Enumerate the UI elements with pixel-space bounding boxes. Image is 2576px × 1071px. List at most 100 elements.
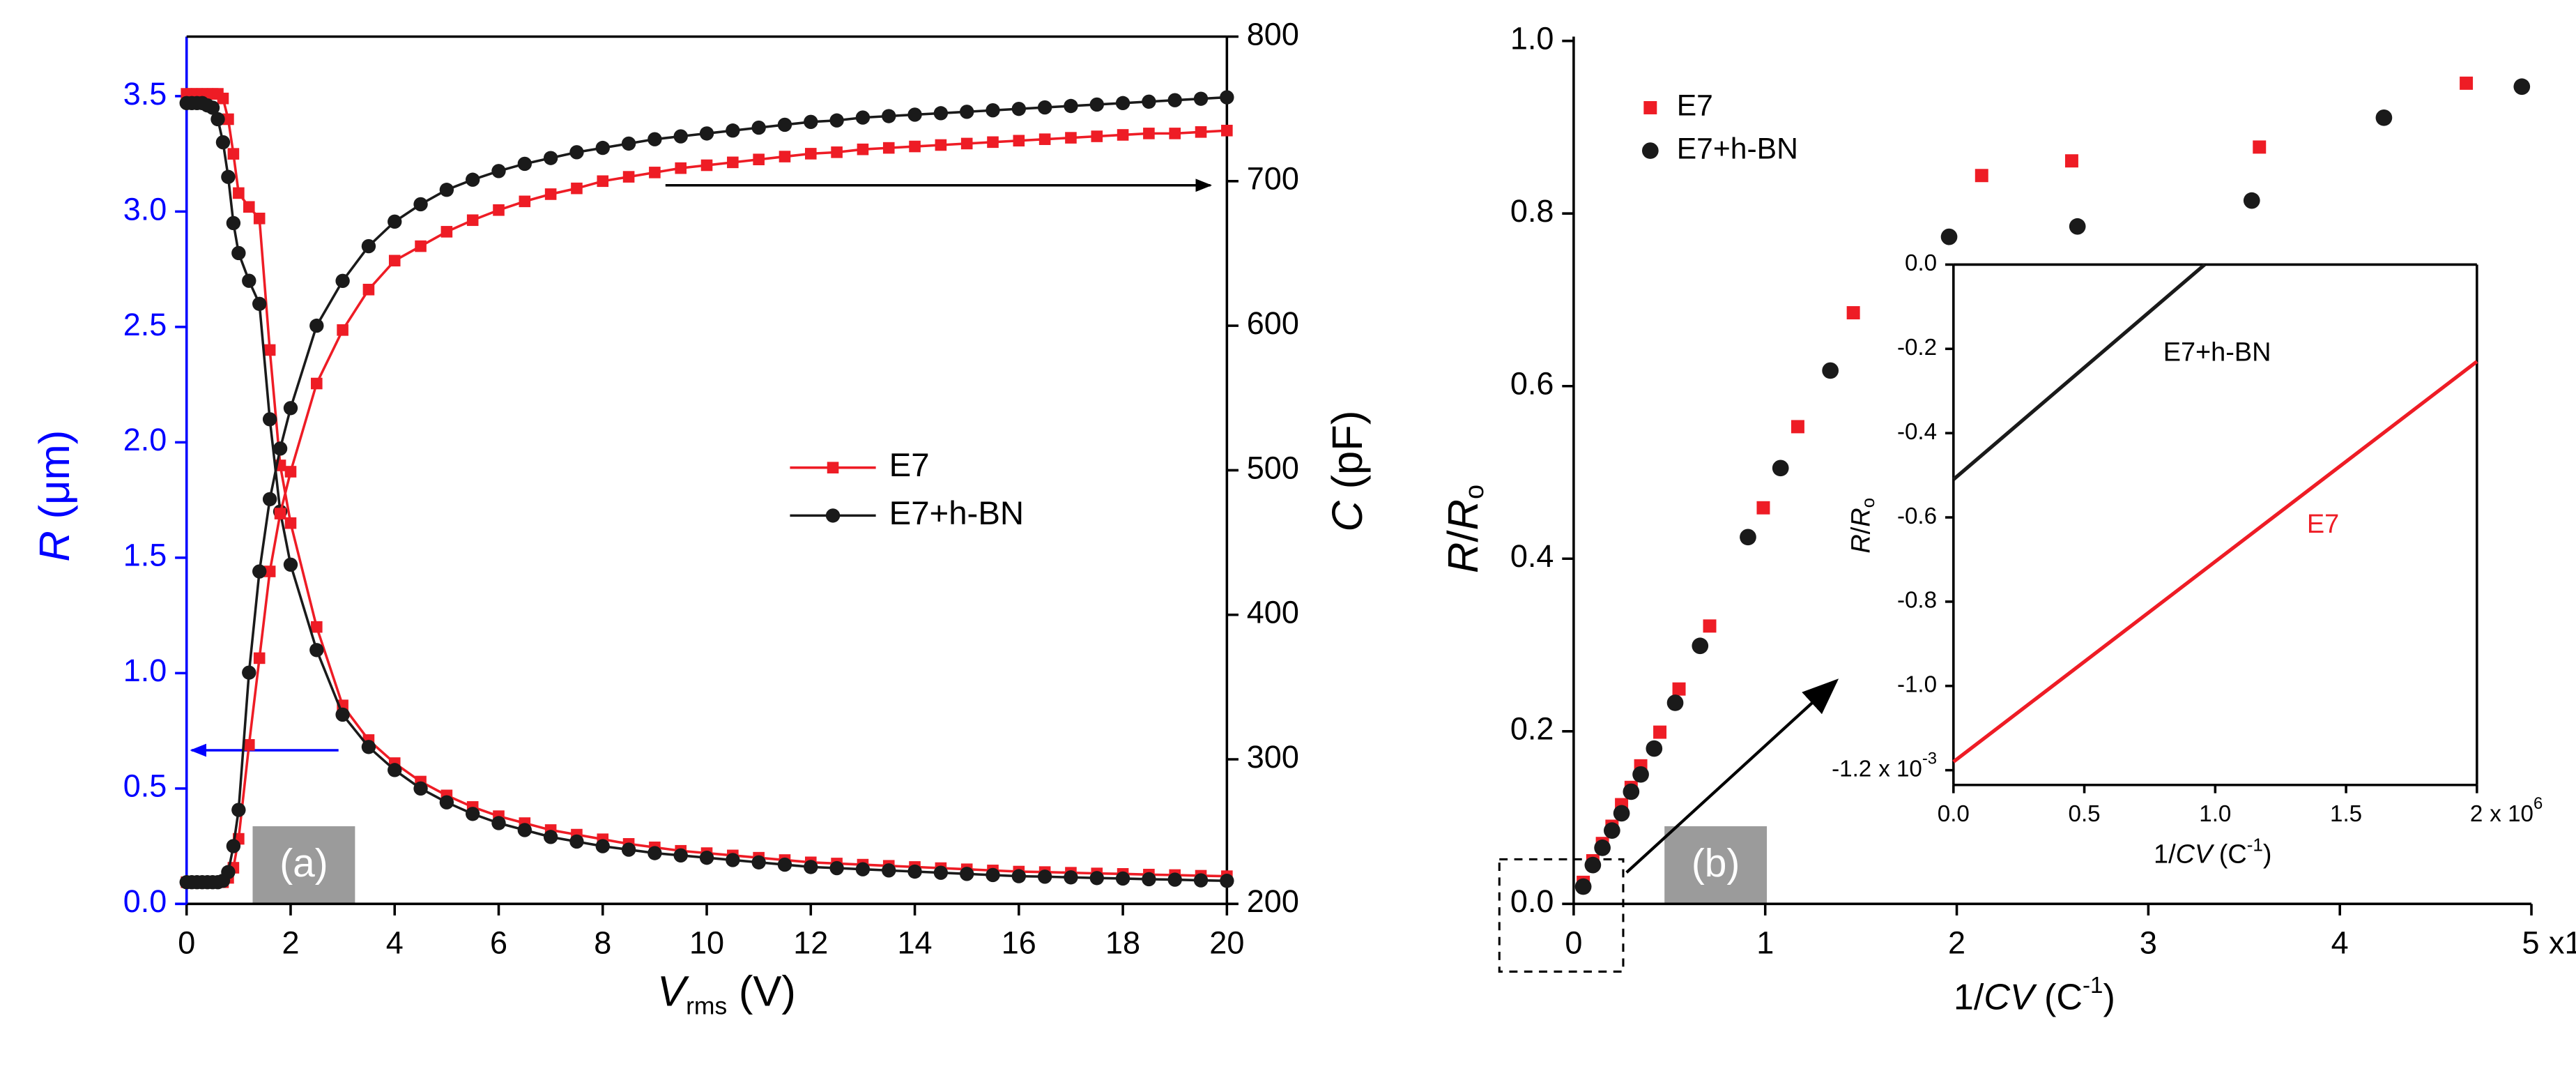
marker [751, 120, 766, 135]
marker [647, 132, 662, 146]
x-tick-label: 6 [490, 925, 507, 961]
x-tick-label: 3 [2140, 925, 2157, 961]
marker [804, 114, 818, 129]
y-tick-label: -1.2 x 10-3 [1832, 750, 1937, 782]
x-tick-label: 2 x 106 [2470, 794, 2543, 826]
marker [1641, 142, 1659, 159]
marker [262, 412, 277, 427]
y2-axis-label: C (pF) [1324, 411, 1372, 532]
marker [210, 112, 225, 127]
marker [1193, 91, 1209, 106]
marker [907, 107, 922, 122]
marker [222, 113, 234, 126]
marker [309, 643, 324, 658]
marker [699, 126, 714, 141]
marker [217, 92, 229, 105]
marker [1822, 362, 1839, 379]
marker [727, 156, 739, 169]
x-tick-label: 0 [178, 925, 195, 961]
marker [1089, 871, 1104, 886]
marker [959, 105, 974, 119]
y-label-part: o [1857, 498, 1878, 508]
marker [262, 492, 277, 507]
marker [933, 106, 949, 121]
marker [621, 136, 636, 151]
marker [804, 860, 818, 874]
arrow [1625, 678, 1839, 874]
marker [231, 245, 246, 261]
marker [543, 151, 558, 165]
legend-label: E7+h-BN [1677, 132, 1798, 165]
zoom-box [1498, 858, 1625, 973]
x-multiplier: x10 [2549, 925, 2576, 961]
marker [361, 740, 376, 754]
marker [1064, 98, 1078, 114]
y-axis-label: R (μm) [31, 430, 79, 562]
marker [882, 142, 895, 154]
marker [233, 187, 245, 199]
x-exponent: 6 [2533, 794, 2543, 813]
marker [1167, 872, 1182, 887]
y2-label-part: C [1324, 501, 1372, 532]
marker [413, 197, 428, 212]
marker [413, 781, 428, 796]
marker [647, 846, 662, 860]
annotation: E7 [2307, 510, 2339, 539]
marker [595, 839, 610, 853]
marker [493, 204, 505, 216]
x-tick-label: 8 [594, 925, 611, 961]
marker [882, 109, 896, 123]
marker [1594, 840, 1611, 856]
marker [1011, 869, 1027, 883]
marker [1167, 93, 1182, 107]
y2-tick-label: 700 [1247, 161, 1299, 197]
y-tick-label: -0.6 [1897, 503, 1937, 529]
y2-tick-label: 300 [1247, 739, 1299, 775]
x-axis-label: Vrms (V) [657, 968, 796, 1020]
marker [829, 113, 844, 128]
marker [362, 283, 375, 296]
y-label-part: (μm) [31, 430, 79, 519]
marker [777, 117, 792, 132]
series-line [186, 92, 1227, 878]
y-tick-label: 0.0 [1905, 250, 1937, 276]
marker [675, 162, 687, 174]
marker [1142, 94, 1156, 109]
y-tick-label: -1.0 [1897, 672, 1937, 698]
marker [309, 318, 324, 333]
y-tick-label: 0.4 [1510, 538, 1554, 574]
y-label-part: R [1439, 542, 1487, 573]
marker [252, 564, 267, 579]
marker [284, 466, 297, 478]
y-label-part: / [1847, 526, 1876, 534]
marker [283, 401, 298, 416]
marker [1672, 682, 1686, 696]
y-label-part: R [1847, 534, 1876, 553]
y-tick-label: 0.0 [123, 883, 167, 919]
series-line [1952, 263, 2206, 481]
marker [466, 807, 480, 821]
tick-value: 5 [2522, 925, 2540, 961]
marker [1756, 501, 1770, 515]
marker [1142, 872, 1156, 887]
marker [1940, 228, 1958, 245]
marker [726, 853, 740, 867]
x-tick-label: 14 [898, 925, 933, 961]
series-line [186, 129, 1227, 884]
marker [335, 273, 350, 289]
x-label-part: 1/ [2154, 840, 2176, 869]
marker [205, 100, 220, 115]
legend-label: E7 [1677, 89, 1713, 123]
marker [595, 140, 610, 155]
x-label-part: ) [2263, 840, 2272, 869]
marker [1169, 128, 1181, 139]
marker [960, 137, 973, 150]
marker [274, 508, 286, 519]
marker [726, 123, 740, 138]
marker [805, 148, 817, 160]
panel-label: (b) [1692, 842, 1740, 886]
marker [491, 164, 506, 178]
x-tick-label: 20 [1209, 925, 1244, 961]
marker [415, 240, 427, 252]
